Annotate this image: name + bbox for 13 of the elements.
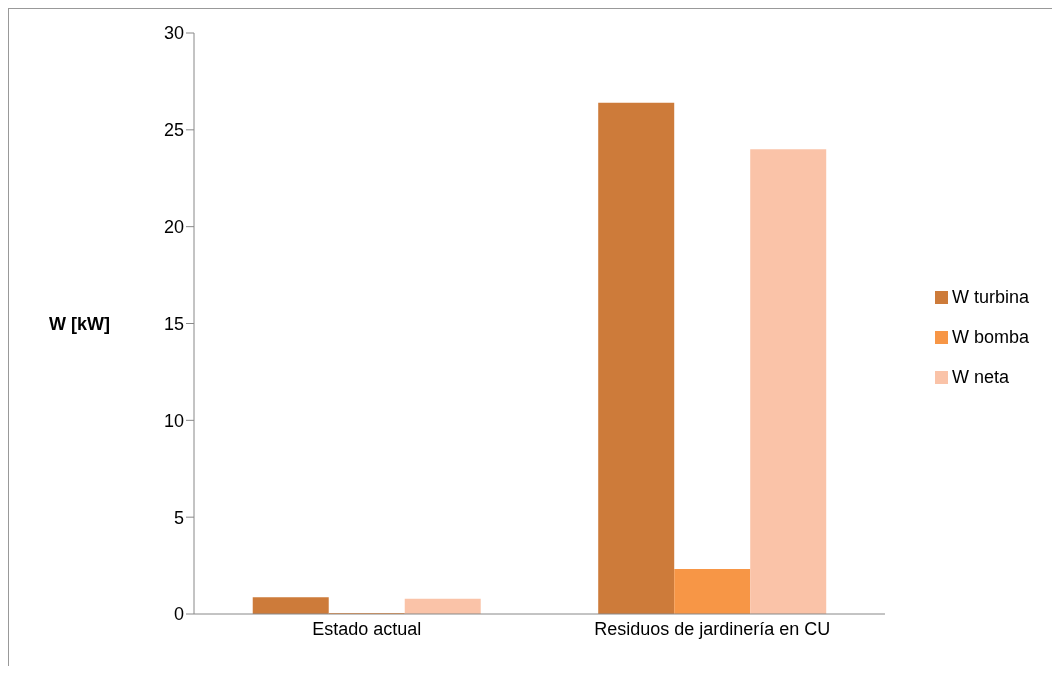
y-tick-label: 10 [163, 410, 184, 431]
legend-label: W bomba [951, 326, 1029, 347]
y-axis-title: W [kW] [49, 313, 110, 334]
legend-label: W neta [951, 366, 1009, 387]
y-tick-label: 25 [163, 120, 184, 141]
y-tick-label: 0 [173, 604, 184, 625]
y-tick-label: 20 [163, 217, 184, 238]
legend-label: W turbina [951, 286, 1029, 307]
y-tick-label: 15 [163, 313, 184, 334]
y-tick-label: 5 [173, 507, 184, 528]
x-tick-label: Estado actual [312, 618, 422, 639]
x-tick-label: Residuos de jardinería en CU [594, 618, 831, 639]
y-tick-label: 30 [163, 23, 184, 44]
